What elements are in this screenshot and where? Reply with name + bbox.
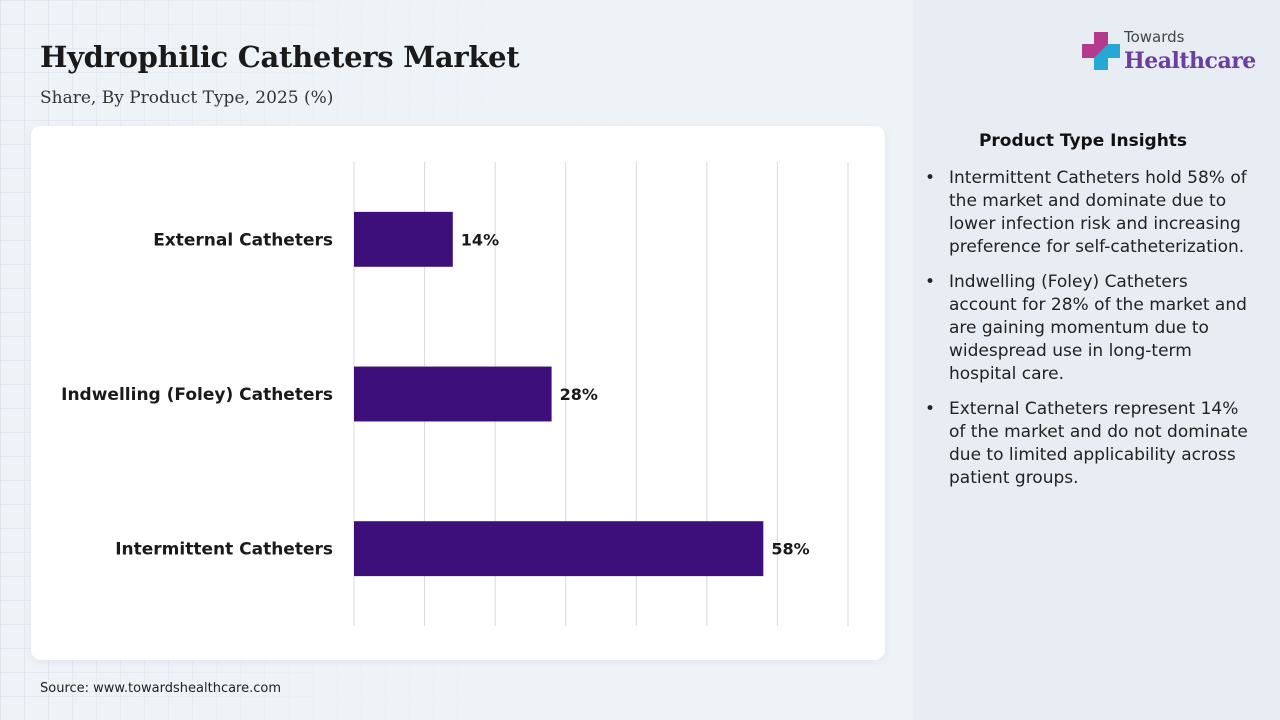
chart-card: External Catheters 14% Indwelling (Foley) … bbox=[31, 126, 885, 660]
insight-item: • Intermittent Catheters hold 58% of the … bbox=[925, 167, 1250, 259]
brand-name-bottom: Healthcare bbox=[1124, 48, 1256, 74]
category-label: Intermittent Catheters bbox=[115, 540, 333, 560]
insight-text: Indwelling (Foley) Catheters account for… bbox=[949, 272, 1247, 384]
insight-item: • Indwelling (Foley) Catheters account fo… bbox=[925, 271, 1250, 386]
category-label: Indwelling (Foley) Catheters bbox=[61, 385, 333, 405]
bullet-icon: • bbox=[925, 168, 936, 188]
brand-logo: Towards Healthcare bbox=[1080, 28, 1260, 78]
insights-list: • Intermittent Catheters hold 58% of the … bbox=[925, 167, 1250, 502]
insight-text: Intermittent Catheters hold 58% of the m… bbox=[949, 168, 1247, 257]
source-note: Source: www.towardshealthcare.com bbox=[40, 681, 282, 696]
bar-chart: External Catheters 14% Indwelling (Foley) … bbox=[61, 162, 849, 626]
insights-panel bbox=[913, 0, 1280, 720]
insights-title: Product Type Insights bbox=[978, 131, 1188, 151]
chart-title: Hydrophilic Catheters Market bbox=[40, 40, 520, 74]
medical-cross-icon bbox=[1082, 32, 1120, 70]
value-label: 28% bbox=[560, 385, 598, 404]
bar bbox=[354, 366, 552, 422]
bar bbox=[354, 521, 764, 577]
insight-item: • External Catheters represent 14% of the… bbox=[925, 398, 1250, 490]
value-label: 14% bbox=[461, 230, 499, 249]
chart-subtitle: Share, By Product Type, 2025 (%) bbox=[40, 88, 334, 108]
category-label: External Catheters bbox=[153, 230, 333, 250]
value-label: 58% bbox=[771, 540, 809, 559]
brand-name-top: Towards bbox=[1124, 28, 1185, 46]
bar bbox=[354, 211, 453, 267]
bullet-icon: • bbox=[925, 399, 936, 419]
bullet-icon: • bbox=[925, 272, 936, 292]
insight-text: External Catheters represent 14% of the … bbox=[949, 399, 1248, 488]
